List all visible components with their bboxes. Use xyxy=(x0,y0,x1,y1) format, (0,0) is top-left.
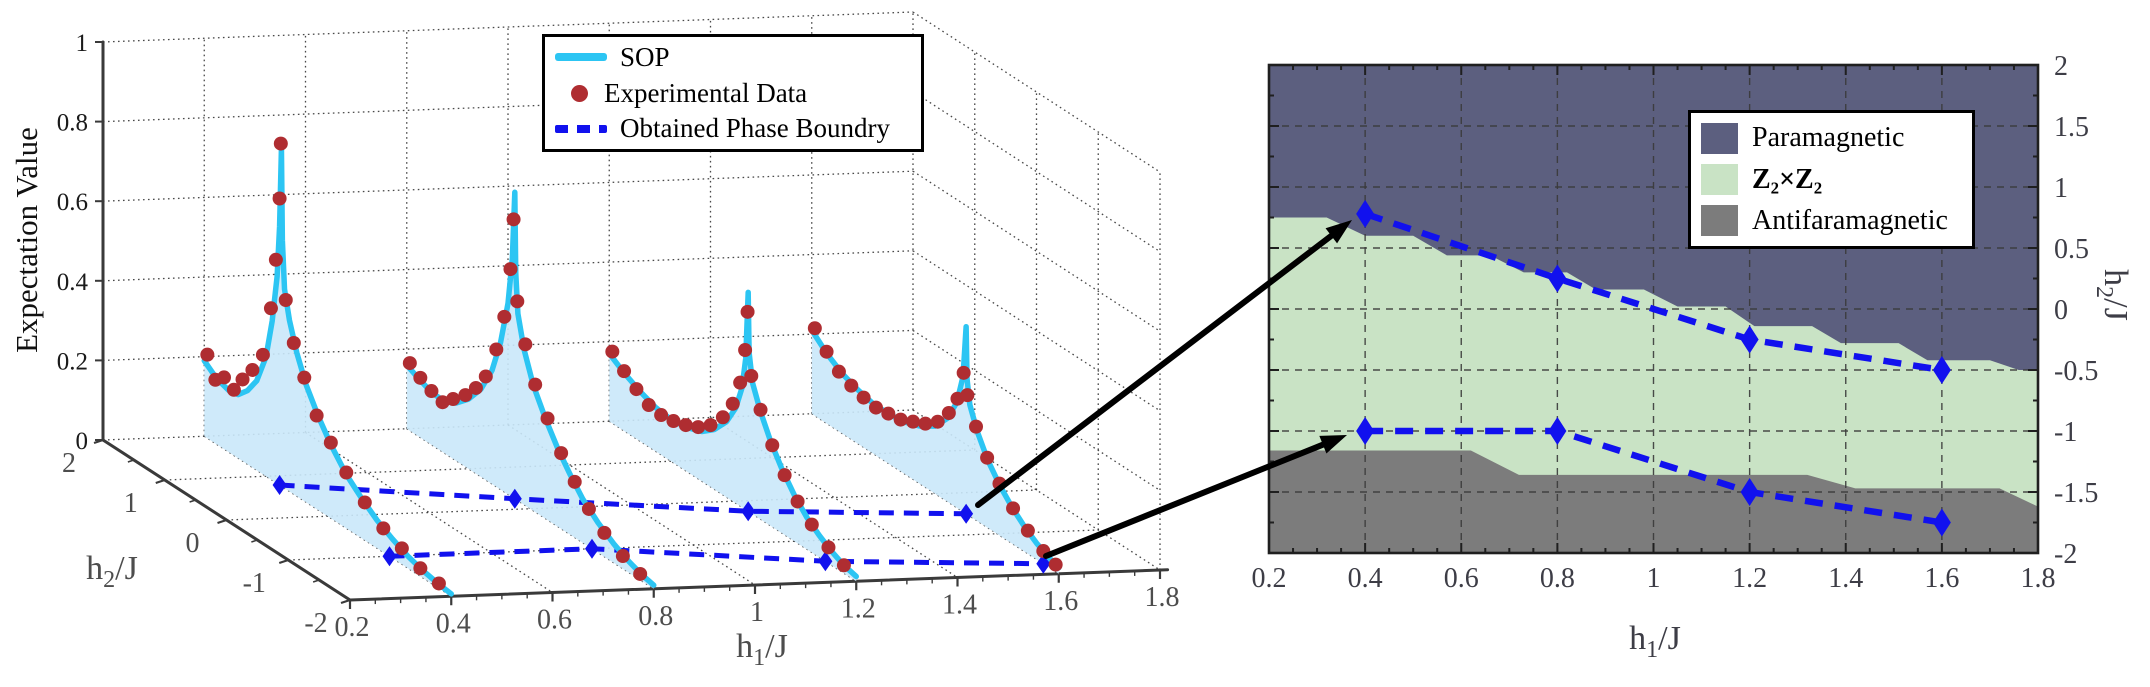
svg-text:2: 2 xyxy=(2054,51,2068,82)
right-x-axis-label-base: h xyxy=(1629,620,1647,658)
left-y-axis-label-rest: /J xyxy=(115,550,138,588)
svg-text:1.4: 1.4 xyxy=(1828,563,1863,594)
paramagnetic-swatch-icon xyxy=(1701,122,1738,154)
svg-text:1.2: 1.2 xyxy=(1732,563,1767,594)
svg-text:-0.5: -0.5 xyxy=(2054,356,2098,387)
right-x-axis-label: h1/J xyxy=(1629,620,1681,664)
svg-text:0: 0 xyxy=(186,528,200,559)
right-y-axis-label-sub: 2 xyxy=(2091,286,2118,299)
left-y-axis-label-sub: 2 xyxy=(103,566,116,593)
svg-text:1: 1 xyxy=(124,488,138,519)
legend-item-antiferromagnetic: Antifaramagnetic xyxy=(1691,205,1972,237)
legend-label-antiferromagnetic: Antifaramagnetic xyxy=(1752,204,1948,236)
svg-text:0.8: 0.8 xyxy=(1540,563,1575,594)
svg-text:0.8: 0.8 xyxy=(638,601,673,632)
sop-legend: SOP Experimental Data Obtained Phase Bou… xyxy=(542,34,924,152)
left-y-axis-label-base: h xyxy=(86,550,104,588)
svg-text:1.4: 1.4 xyxy=(942,590,977,621)
svg-text:-2: -2 xyxy=(2054,539,2077,570)
z-axis-label: Expectation Value xyxy=(9,127,44,353)
legend-item-sop: SOP xyxy=(545,42,921,73)
right-y-axis-label: h2/J xyxy=(2090,269,2134,321)
legend-item-paramagnetic: Paramagnetic xyxy=(1691,122,1972,154)
left-x-axis-label-base: h xyxy=(736,628,754,666)
svg-text:0.2: 0.2 xyxy=(57,348,88,375)
svg-text:1.8: 1.8 xyxy=(1145,582,1180,613)
svg-text:1: 1 xyxy=(76,30,89,57)
svg-text:1.2: 1.2 xyxy=(841,593,876,624)
annotation-arrows xyxy=(975,220,1352,559)
svg-text:0.4: 0.4 xyxy=(436,608,471,639)
left-y-axis-label: h2/J xyxy=(86,550,138,594)
phase-legend: Paramagnetic Z₂×Z₂ Antifaramagnetic xyxy=(1688,110,1975,249)
svg-text:1.6: 1.6 xyxy=(1924,563,1959,594)
svg-text:0.2: 0.2 xyxy=(1252,563,1287,594)
legend-item-z2xz2: Z₂×Z₂ xyxy=(1691,164,1972,196)
sop-3d-plot: 0 0.2 0.4 0.6 0.8 1 2 1 0 -1 -2 0.2 0.4 0.6 0.8 1 1.2 1.4… xyxy=(57,11,1180,643)
right-y-axis-label-rest: /J xyxy=(2096,298,2134,321)
svg-text:0.4: 0.4 xyxy=(1348,563,1383,594)
svg-text:-1.5: -1.5 xyxy=(2054,478,2098,509)
z2xz2-swatch-icon xyxy=(1701,164,1738,195)
legend-label-z2xz2: Z₂×Z₂ xyxy=(1752,163,1823,195)
left-x-axis-label-rest: /J xyxy=(765,628,788,666)
svg-text:-1: -1 xyxy=(243,568,266,599)
legend-label-sop: SOP xyxy=(620,41,670,72)
svg-text:-1: -1 xyxy=(2054,417,2077,448)
legend-item-experimental-data: Experimental Data xyxy=(545,78,921,109)
svg-text:0.2: 0.2 xyxy=(335,612,370,643)
legend-item-phase-boundary: Obtained Phase Boundry xyxy=(545,113,921,144)
phase-boundary-dash-icon xyxy=(555,124,607,133)
svg-text:0: 0 xyxy=(2054,295,2068,326)
svg-text:0.8: 0.8 xyxy=(57,110,88,137)
right-x-axis-label-sub: 1 xyxy=(1646,636,1659,663)
svg-text:1: 1 xyxy=(1647,563,1661,594)
svg-text:1.5: 1.5 xyxy=(2054,112,2089,143)
legend-label-paramagnetic: Paramagnetic xyxy=(1752,122,1905,154)
svg-text:2: 2 xyxy=(62,448,76,479)
svg-text:0.6: 0.6 xyxy=(1444,563,1479,594)
experimental-data-dot-icon xyxy=(571,84,588,102)
right-y-axis-label-base: h xyxy=(2096,269,2134,287)
svg-text:1: 1 xyxy=(2054,173,2068,204)
legend-label-phase-boundary: Obtained Phase Boundry xyxy=(620,113,890,144)
svg-text:0.5: 0.5 xyxy=(2054,234,2089,265)
svg-text:1: 1 xyxy=(750,597,764,628)
antiferromagnetic-swatch-icon xyxy=(1701,205,1738,237)
sop-line-icon xyxy=(555,53,607,62)
svg-text:0.4: 0.4 xyxy=(57,269,89,296)
legend-label-experimental-data: Experimental Data xyxy=(604,77,808,108)
svg-text:0: 0 xyxy=(76,428,89,455)
svg-text:0.6: 0.6 xyxy=(57,189,88,216)
right-x-axis-label-rest: /J xyxy=(1658,620,1681,658)
left-x-axis-label-sub: 1 xyxy=(753,644,766,671)
svg-text:-2: -2 xyxy=(304,608,327,639)
svg-text:1.8: 1.8 xyxy=(2021,563,2056,594)
svg-text:1.6: 1.6 xyxy=(1043,586,1078,617)
svg-text:0.6: 0.6 xyxy=(537,605,572,636)
left-x-axis-label: h1/J xyxy=(736,628,788,672)
